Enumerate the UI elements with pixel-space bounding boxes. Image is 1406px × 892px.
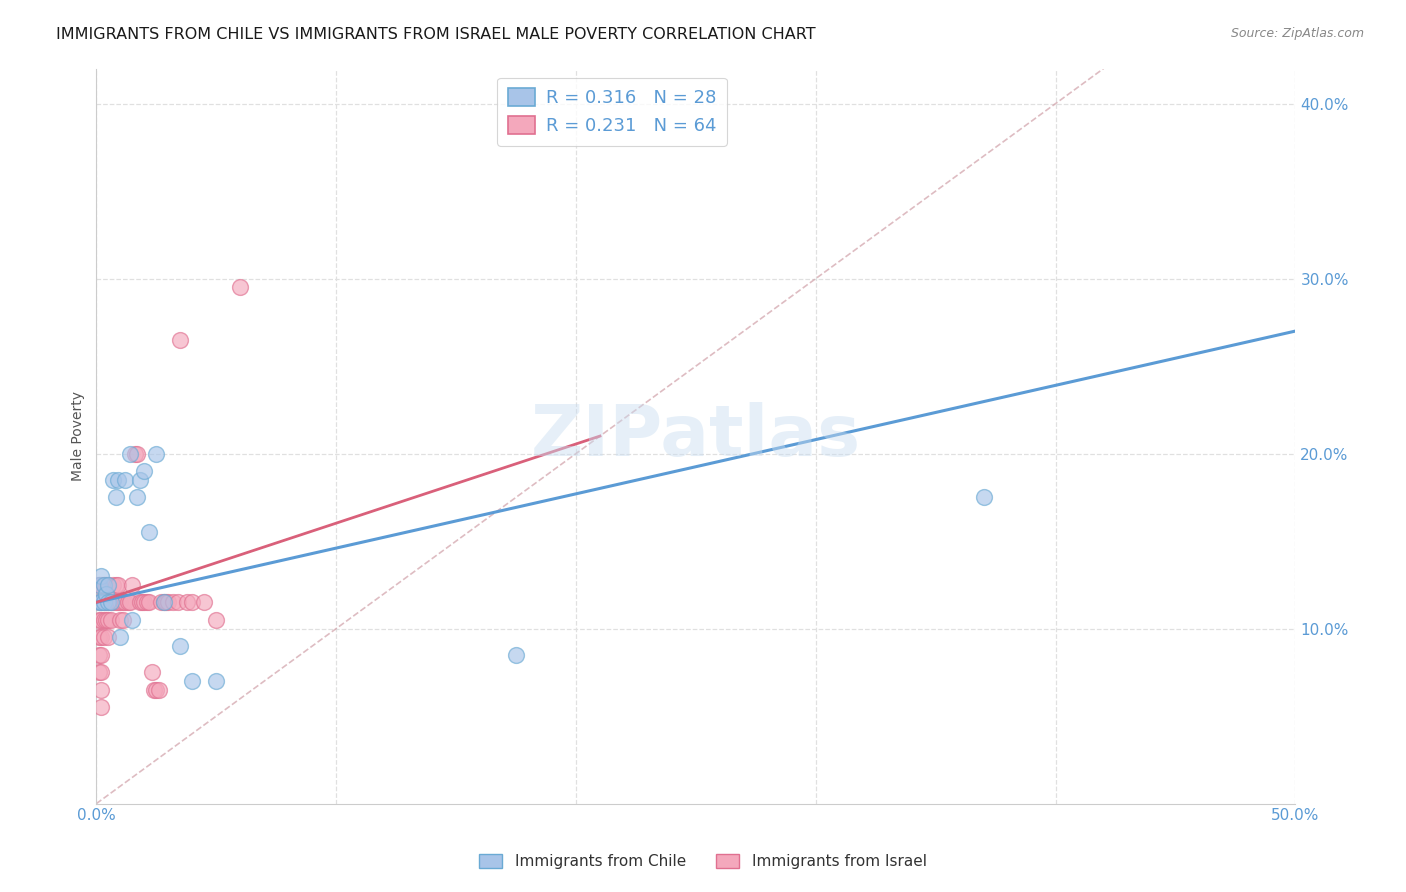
Point — [181, 595, 204, 609]
Point — [97, 578, 120, 592]
Point — [90, 648, 112, 662]
Text: ZIPatlas: ZIPatlas — [531, 401, 860, 471]
Legend: Immigrants from Chile, Immigrants from Israel: Immigrants from Chile, Immigrants from I… — [474, 848, 932, 875]
Point — [107, 578, 129, 592]
Point — [135, 595, 157, 609]
Point — [152, 595, 174, 609]
Point — [90, 569, 112, 583]
Point — [124, 446, 146, 460]
Point — [87, 648, 110, 662]
Text: IMMIGRANTS FROM CHILE VS IMMIGRANTS FROM ISRAEL MALE POVERTY CORRELATION CHART: IMMIGRANTS FROM CHILE VS IMMIGRANTS FROM… — [56, 27, 815, 42]
Point — [90, 665, 112, 680]
Point — [118, 446, 141, 460]
Point — [169, 333, 191, 347]
Point — [121, 578, 143, 592]
Point — [93, 595, 115, 609]
Point — [100, 595, 122, 609]
Point — [138, 595, 160, 609]
Point — [110, 631, 132, 645]
Point — [100, 595, 122, 609]
Point — [90, 682, 112, 697]
Point — [131, 595, 153, 609]
Point — [118, 595, 141, 609]
Legend: R = 0.316   N = 28, R = 0.231   N = 64: R = 0.316 N = 28, R = 0.231 N = 64 — [496, 78, 727, 146]
Point — [111, 613, 134, 627]
Point — [97, 595, 120, 609]
Point — [127, 446, 149, 460]
Point — [145, 446, 167, 460]
Point — [229, 280, 252, 294]
Point — [93, 578, 115, 592]
Point — [205, 613, 228, 627]
Point — [107, 595, 129, 609]
Point — [142, 682, 165, 697]
Point — [181, 674, 204, 689]
Point — [145, 682, 167, 697]
Point — [87, 665, 110, 680]
Point — [87, 613, 110, 627]
Point — [128, 595, 150, 609]
Point — [121, 613, 143, 627]
Point — [150, 595, 173, 609]
Point — [93, 578, 115, 592]
Point — [117, 595, 139, 609]
Point — [90, 700, 112, 714]
Point — [100, 613, 122, 627]
Point — [87, 595, 110, 609]
Point — [90, 631, 112, 645]
Point — [169, 639, 191, 653]
Point — [162, 595, 184, 609]
Point — [104, 595, 127, 609]
Point — [101, 578, 124, 592]
Point — [93, 631, 115, 645]
Point — [157, 595, 180, 609]
Point — [87, 595, 110, 609]
Point — [167, 595, 190, 609]
Point — [97, 613, 120, 627]
Point — [155, 595, 177, 609]
Point — [90, 595, 112, 609]
Point — [107, 473, 129, 487]
Point — [90, 578, 112, 592]
Point — [97, 595, 120, 609]
Point — [114, 595, 136, 609]
Point — [94, 586, 117, 600]
Point — [176, 595, 198, 609]
Point — [93, 613, 115, 627]
Point — [87, 631, 110, 645]
Point — [90, 613, 112, 627]
Point — [87, 578, 110, 592]
Point — [152, 595, 174, 609]
Point — [111, 595, 134, 609]
Point — [90, 595, 112, 609]
Point — [127, 491, 149, 505]
Point — [205, 674, 228, 689]
Point — [94, 613, 117, 627]
Point — [94, 578, 117, 592]
Point — [110, 613, 132, 627]
Point — [104, 491, 127, 505]
Point — [141, 665, 163, 680]
Point — [97, 578, 120, 592]
Point — [110, 595, 132, 609]
Point — [973, 491, 995, 505]
Point — [101, 595, 124, 609]
Y-axis label: Male Poverty: Male Poverty — [72, 391, 86, 481]
Point — [134, 464, 156, 478]
Point — [114, 473, 136, 487]
Point — [193, 595, 215, 609]
Point — [104, 578, 127, 592]
Point — [134, 595, 156, 609]
Point — [128, 473, 150, 487]
Point — [505, 648, 527, 662]
Point — [148, 682, 170, 697]
Point — [93, 595, 115, 609]
Text: Source: ZipAtlas.com: Source: ZipAtlas.com — [1230, 27, 1364, 40]
Point — [97, 631, 120, 645]
Point — [94, 595, 117, 609]
Point — [101, 473, 124, 487]
Point — [138, 525, 160, 540]
Point — [87, 578, 110, 592]
